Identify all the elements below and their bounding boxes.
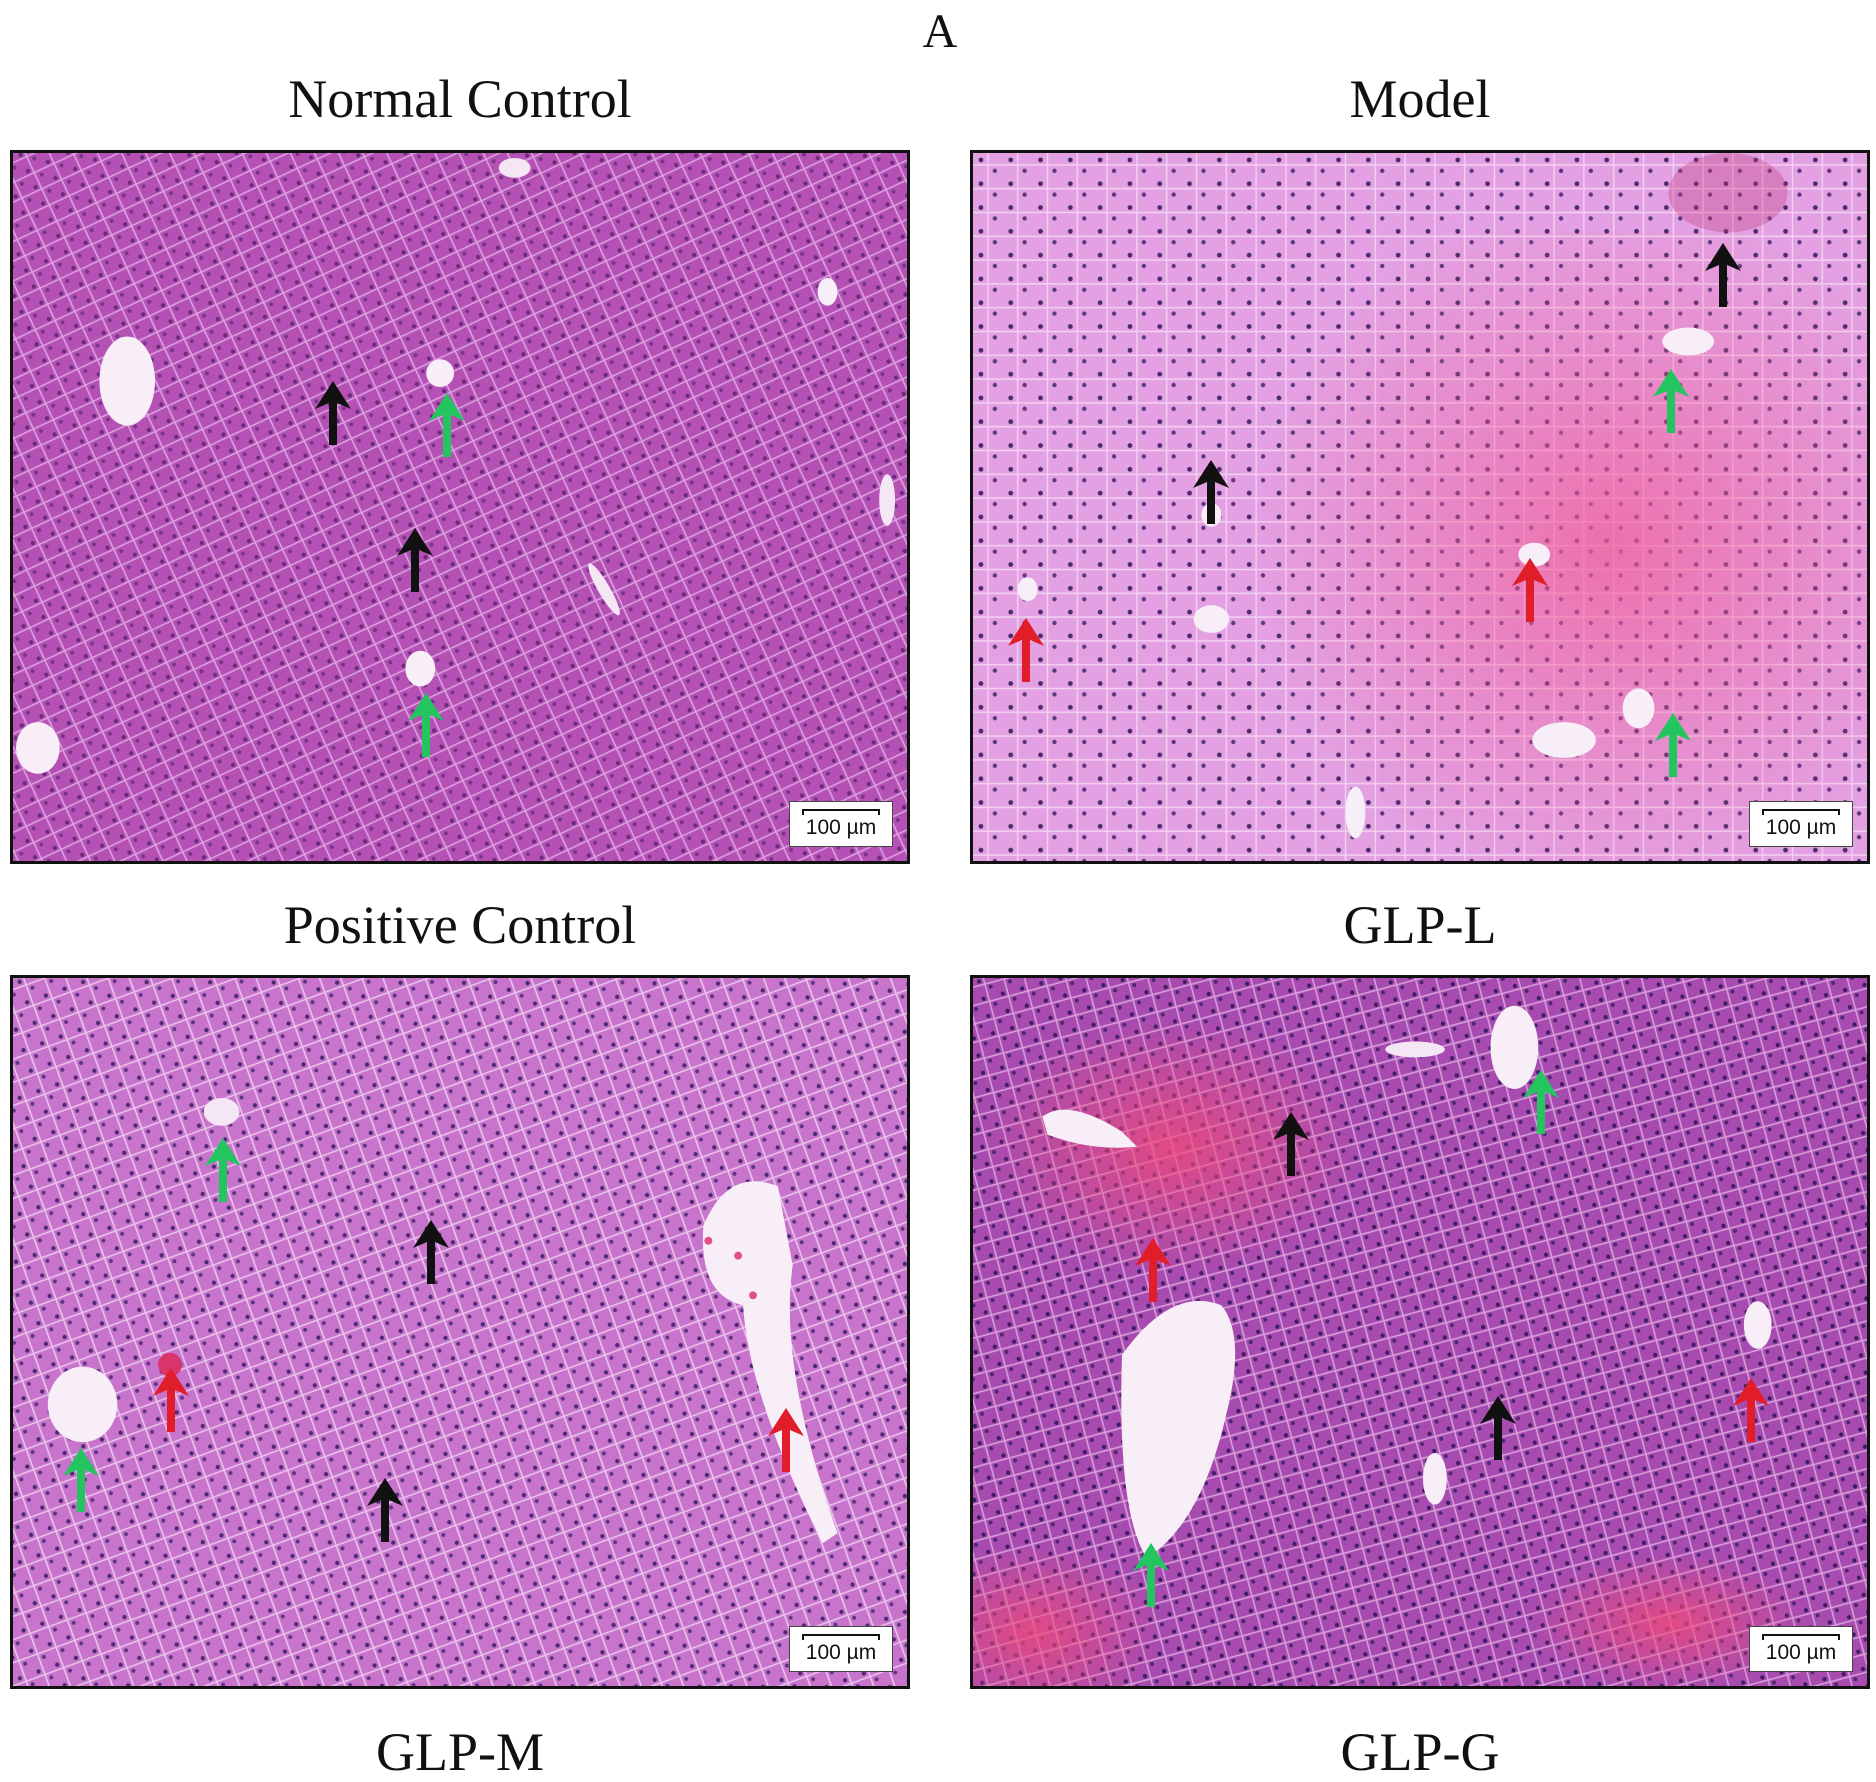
tissue-image-2 <box>973 153 1867 861</box>
label-glp-g: GLP-G <box>1340 1722 1500 1782</box>
tissue-image-1 <box>13 153 907 861</box>
label-positive-control: Positive Control <box>283 895 637 955</box>
black-arrow-icon <box>1273 1112 1309 1176</box>
green-arrow-icon <box>1523 1070 1559 1134</box>
label-glp-l: GLP-L <box>1343 895 1497 955</box>
green-arrow-icon <box>63 1448 99 1512</box>
red-arrow-icon <box>1008 618 1044 682</box>
black-arrow-icon <box>1705 243 1741 307</box>
scale-bar: 100 µm <box>1749 1626 1853 1672</box>
red-arrow-icon <box>153 1368 189 1432</box>
micrograph-panel-4: 100 µm <box>970 975 1870 1689</box>
green-arrow-icon <box>1653 369 1689 433</box>
panel-letter: A <box>922 5 958 58</box>
black-arrow-icon <box>413 1220 449 1284</box>
black-arrow-icon <box>1193 460 1229 524</box>
black-arrow-icon <box>397 528 433 592</box>
scale-bar: 100 µm <box>789 1626 893 1672</box>
label-normal-control: Normal Control <box>288 69 632 129</box>
tissue-image-4 <box>973 978 1867 1686</box>
micrograph-panel-2: 100 µm <box>970 150 1870 864</box>
black-arrow-icon <box>315 381 351 445</box>
label-model: Model <box>1349 69 1491 129</box>
scale-bar: 100 µm <box>789 801 893 847</box>
green-arrow-icon <box>1133 1543 1169 1607</box>
label-glp-m: GLP-M <box>375 1722 544 1782</box>
red-arrow-icon <box>1512 558 1548 622</box>
black-arrow-icon <box>367 1478 403 1542</box>
green-arrow-icon <box>408 693 444 757</box>
red-arrow-icon <box>1135 1238 1171 1302</box>
red-arrow-icon <box>1733 1378 1769 1442</box>
red-arrow-icon <box>768 1408 804 1472</box>
tissue-image-3 <box>13 978 907 1686</box>
scale-bar: 100 µm <box>1749 801 1853 847</box>
micrograph-panel-1: 100 µm <box>10 150 910 864</box>
green-arrow-icon <box>429 393 465 457</box>
micrograph-panel-3: 100 µm <box>10 975 910 1689</box>
black-arrow-icon <box>1480 1396 1516 1460</box>
green-arrow-icon <box>205 1138 241 1202</box>
green-arrow-icon <box>1655 713 1691 777</box>
